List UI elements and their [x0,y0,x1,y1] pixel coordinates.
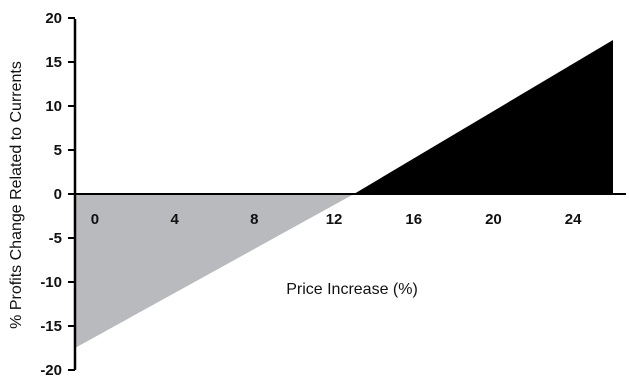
x-tick-label: 16 [405,211,422,228]
y-axis-title: % Profits Change Related to Currents [8,61,25,329]
profit-area [353,40,613,194]
x-tick-label: 0 [91,211,99,228]
x-axis-ticks: 0 4 8 12 16 20 24 [91,211,582,228]
x-tick-label: 4 [170,211,179,228]
y-tick-label: 10 [45,98,62,115]
y-axis-ticks: 20 15 10 5 0 -5 -10 -15 -20 [40,10,75,379]
y-tick-label: 5 [54,142,62,159]
loss-area [75,194,354,348]
y-tick-label: 20 [45,10,62,27]
y-tick-label: 15 [45,54,62,71]
x-axis-title: Price Increase (%) [286,281,418,298]
y-tick-label: -20 [40,362,62,379]
y-tick-label: 0 [54,186,62,203]
y-tick-label: -15 [40,318,62,335]
x-tick-label: 12 [326,211,343,228]
y-tick-label: -5 [49,230,62,247]
y-tick-label: -10 [40,274,62,291]
x-tick-label: 8 [250,211,258,228]
x-tick-label: 20 [485,211,502,228]
x-tick-label: 24 [565,211,582,228]
